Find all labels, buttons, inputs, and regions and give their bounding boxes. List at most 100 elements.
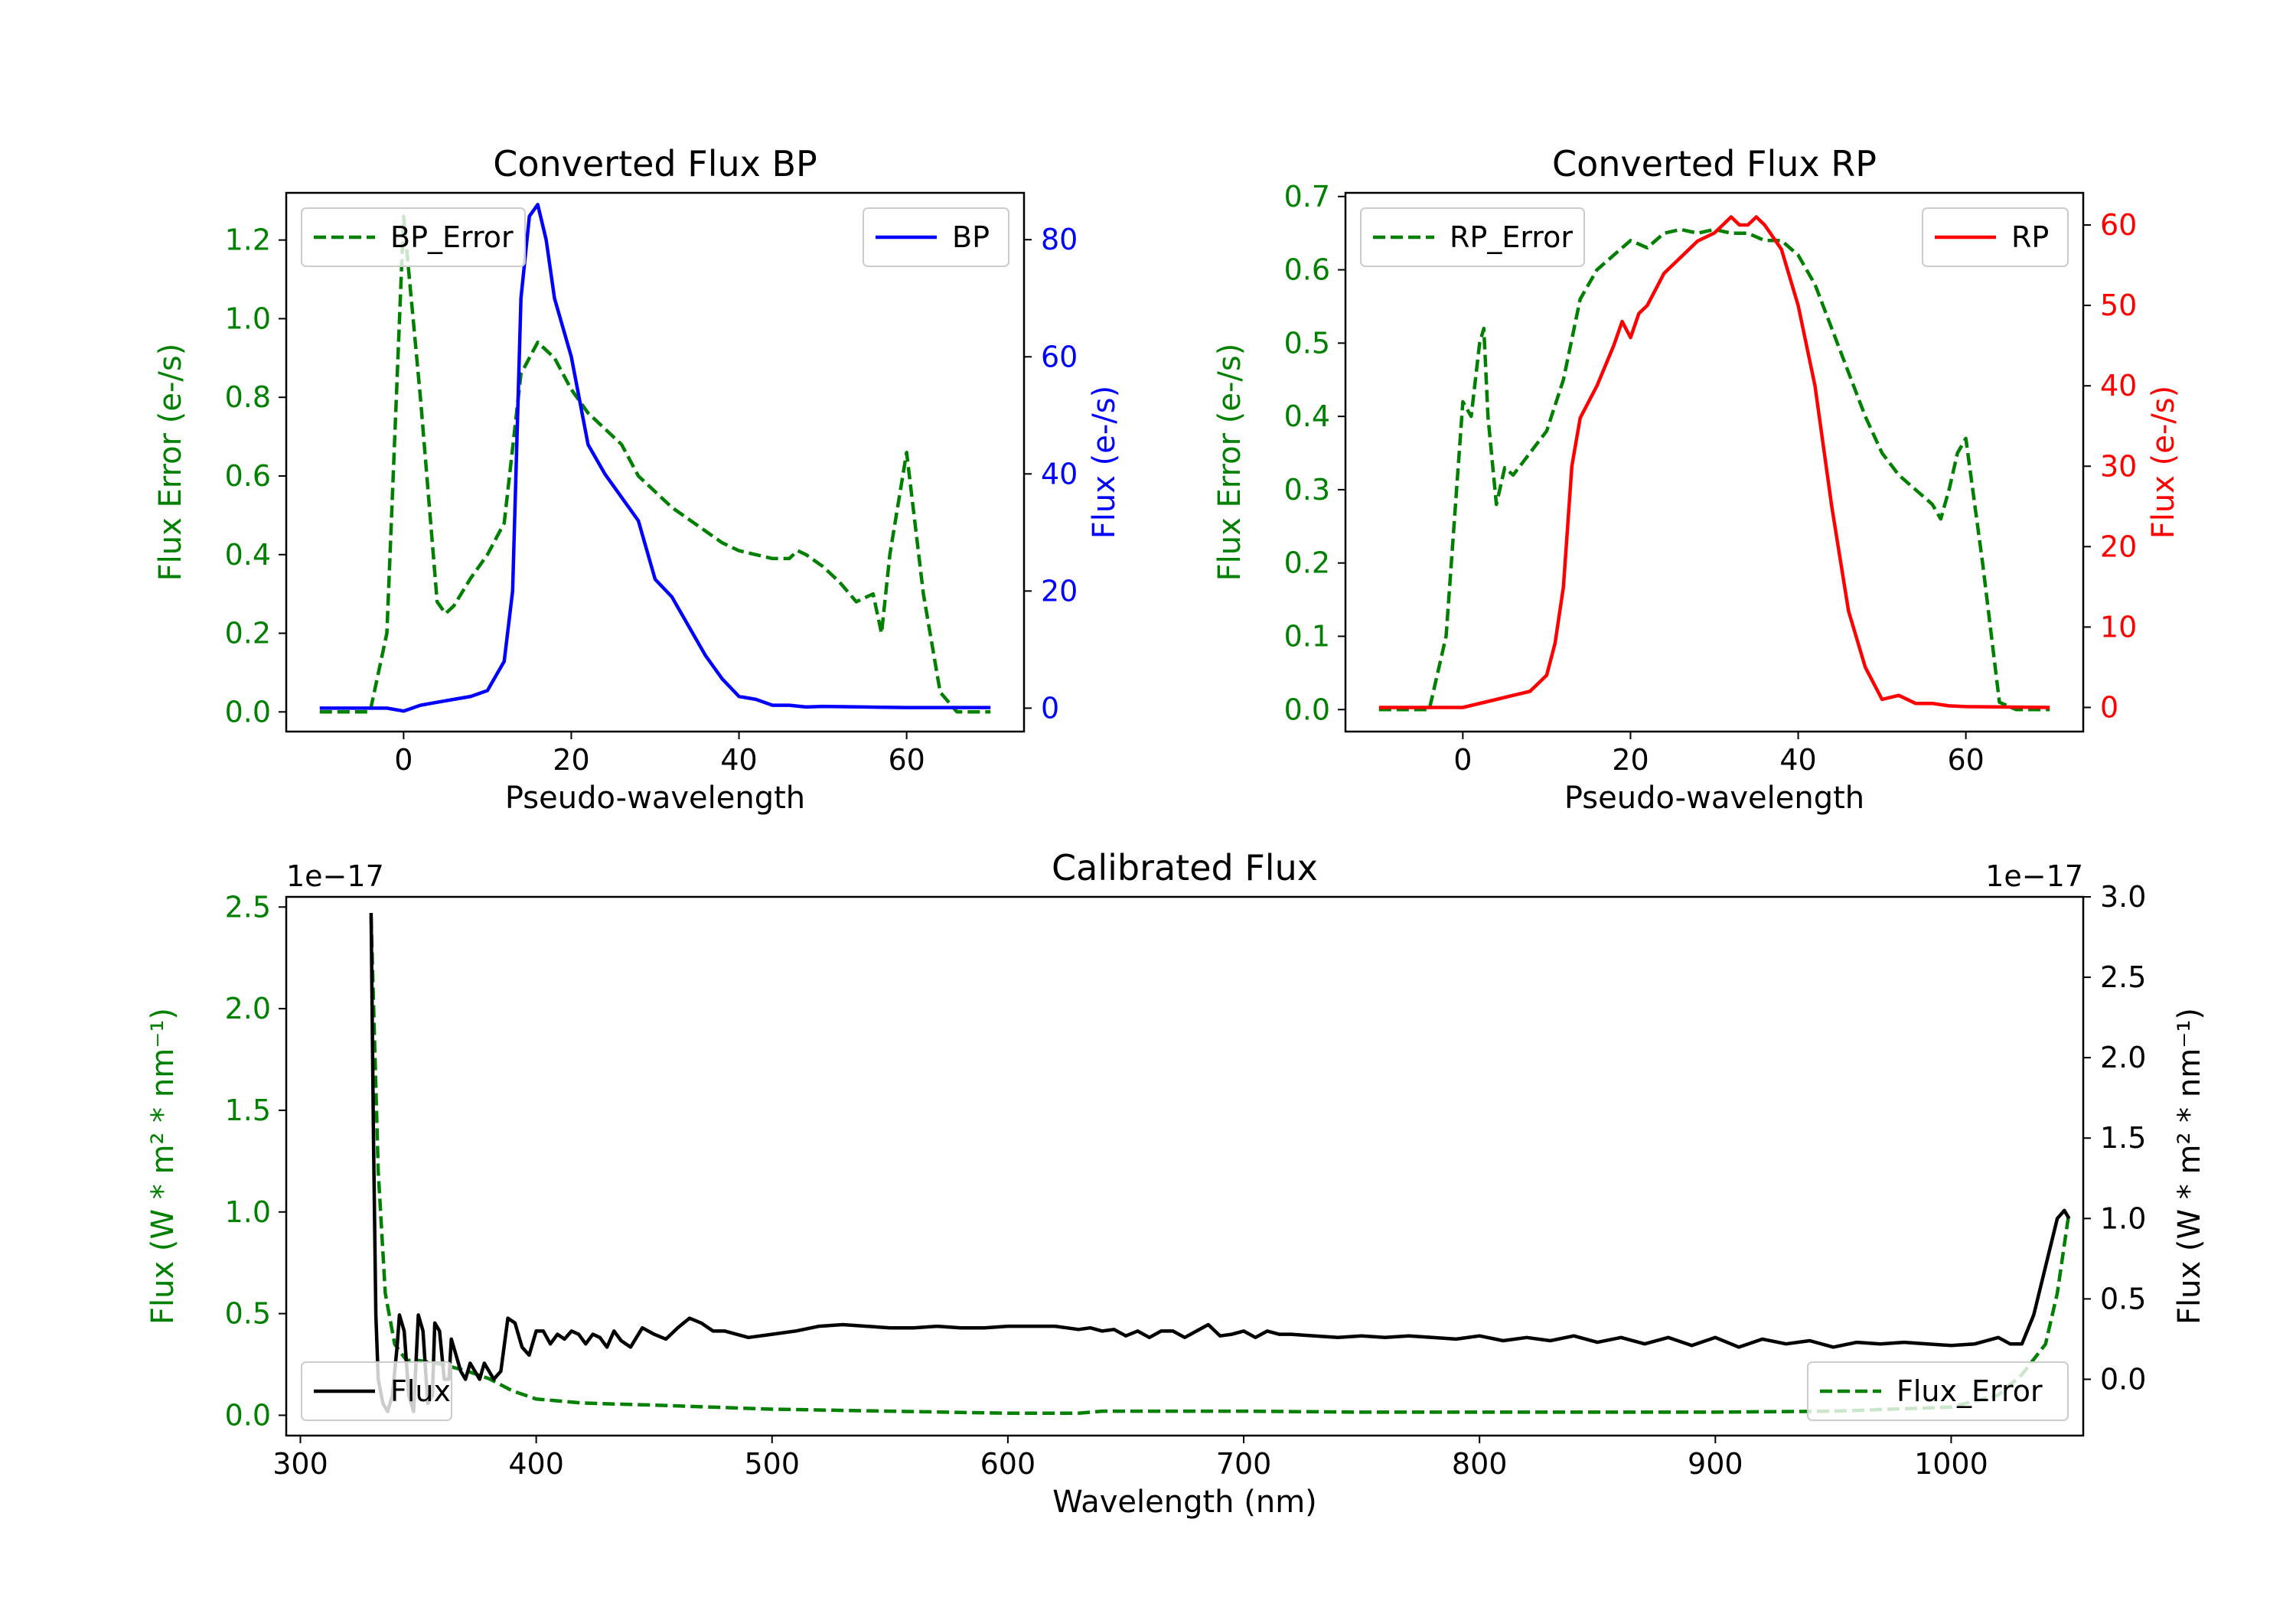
legend-flux-error: Flux_Error — [1807, 1361, 2069, 1421]
y-left-tick-label: 1.0 — [225, 302, 271, 335]
y-right-tick-label: 20 — [1041, 574, 1078, 608]
legend-label: BP_Error — [390, 220, 514, 254]
y-right-tick-label: 3.0 — [2100, 880, 2146, 914]
x-tick-label: 300 — [272, 1447, 328, 1481]
x-tick-label: 60 — [888, 743, 925, 777]
y-right-tick-label: 60 — [1041, 340, 1078, 373]
y-right-tick-label: 40 — [1041, 457, 1078, 491]
y-right-tick-label: 80 — [1041, 223, 1078, 256]
series-group — [1378, 215, 2050, 712]
y-left-tick-label: 0.6 — [225, 459, 271, 493]
series-line-rp-error — [1378, 227, 2050, 712]
x-tick-label: 0 — [394, 743, 413, 777]
series-line-flux — [369, 912, 2071, 1413]
legend-bp-error: BP_Error — [301, 207, 526, 267]
chart-title: Converted Flux RP — [1552, 143, 1877, 184]
y-right-tick-label: 0 — [2100, 690, 2118, 724]
y-right-tick-label: 0.5 — [2100, 1282, 2146, 1315]
legend-label: RP — [2011, 220, 2049, 254]
legend-box — [301, 1361, 452, 1421]
y-right-tick-label: 20 — [2100, 530, 2137, 563]
y-left-tick-label: 2.5 — [225, 890, 271, 924]
y-left-tick-label: 0.1 — [1284, 619, 1330, 653]
series-line-bp-error — [319, 214, 991, 714]
y-left-tick-label: 0.0 — [225, 695, 271, 729]
x-axis-label: Pseudo-wavelength — [505, 781, 805, 816]
x-tick-label: 20 — [553, 743, 589, 777]
y-left-tick-label: 2.0 — [225, 992, 271, 1025]
y-left-tick-label: 0.7 — [1284, 180, 1330, 214]
y-left-axis-label: Flux (W * m² * nm⁻¹) — [145, 1008, 181, 1325]
legend-box — [301, 207, 526, 267]
x-tick-label: 60 — [1947, 743, 1984, 777]
y-left-offset-label: 1e−17 — [286, 859, 384, 893]
y-left-axis-label: Flux Error (e-/s) — [1212, 344, 1247, 582]
x-axis-label: Wavelength (nm) — [1052, 1485, 1317, 1520]
y-right-tick-label: 0 — [1041, 691, 1059, 725]
y-left-tick-label: 1.2 — [225, 223, 271, 257]
legend-bp: BP — [863, 207, 1009, 267]
y-right-tick-label: 40 — [2100, 369, 2137, 403]
series-line-rp — [1378, 215, 2050, 709]
y-left-tick-label: 0.8 — [225, 380, 271, 414]
series-line-bp — [319, 203, 991, 713]
legend-rp: RP — [1922, 207, 2069, 267]
legend-flux: Flux — [301, 1361, 452, 1421]
x-tick-label: 400 — [508, 1447, 564, 1481]
y-right-tick-label: 1.0 — [2100, 1201, 2146, 1235]
y-right-tick-label: 1.5 — [2100, 1121, 2146, 1155]
legend-box — [1360, 207, 1585, 267]
x-tick-label: 500 — [744, 1447, 800, 1481]
y-left-tick-label: 0.4 — [225, 538, 271, 572]
chart-panel-2: Converted Flux RP 0 20 40 60 Pseudo-wavelengt… — [1212, 143, 2181, 816]
x-tick-label: 1000 — [1914, 1447, 1988, 1481]
x-tick-label: 40 — [1779, 743, 1816, 777]
y-left-tick-label: 0.4 — [1284, 399, 1330, 433]
y-right-offset-label: 1e−17 — [1985, 859, 2083, 893]
chart-title: Calibrated Flux — [1052, 847, 1318, 888]
chart-panels: Converted Flux BP 0 20 40 60 Pseudo-wavelengt… — [145, 143, 2207, 1520]
y-left-tick-label: 0.0 — [225, 1398, 271, 1432]
x-tick-label: 700 — [1216, 1447, 1272, 1481]
y-left-tick-label: 0.5 — [225, 1297, 271, 1331]
y-right-axis-label: Flux (W * m² * nm⁻¹) — [2172, 1008, 2207, 1325]
y-left-tick-label: 0.3 — [1284, 473, 1330, 507]
y-right-axis-label: Flux (e-/s) — [2146, 386, 2181, 539]
x-axis-label: Pseudo-wavelength — [1564, 781, 1864, 816]
y-right-tick-label: 10 — [2100, 610, 2137, 644]
y-right-tick-label: 30 — [2100, 449, 2137, 483]
y-left-axis-label: Flux Error (e-/s) — [153, 344, 188, 582]
legend-label: Flux — [390, 1374, 451, 1408]
legend-label: RP_Error — [1450, 220, 1573, 254]
y-left-tick-label: 0.2 — [225, 617, 271, 650]
chart-panel-3: Calibrated Flux 300 400 500 600 700 800 900 1000… — [145, 847, 2207, 1520]
legend-box — [1807, 1361, 2069, 1421]
y-left-tick-label: 0.6 — [1284, 253, 1330, 287]
plot-frame — [1344, 191, 2085, 733]
x-tick-label: 40 — [720, 743, 757, 777]
series-group — [319, 203, 991, 714]
chart-panel-1: Converted Flux BP 0 20 40 60 Pseudo-wavelengt… — [153, 143, 1122, 816]
legend-label: Flux_Error — [1896, 1374, 2043, 1408]
plot-frame — [285, 191, 1026, 733]
chart-title: Converted Flux BP — [493, 143, 817, 184]
y-left-tick-label: 1.5 — [225, 1094, 271, 1127]
y-right-tick-label: 60 — [2100, 208, 2137, 242]
x-tick-label: 900 — [1688, 1447, 1743, 1481]
y-right-tick-label: 0.0 — [2100, 1362, 2146, 1396]
y-left-tick-label: 1.0 — [225, 1195, 271, 1229]
y-right-axis-label: Flux (e-/s) — [1087, 386, 1122, 539]
x-tick-label: 600 — [980, 1447, 1036, 1481]
y-left-tick-label: 0.5 — [1284, 326, 1330, 360]
x-tick-label: 800 — [1452, 1447, 1508, 1481]
legend-rp-error: RP_Error — [1360, 207, 1585, 267]
y-right-tick-label: 2.5 — [2100, 960, 2146, 994]
y-left-tick-label: 0.2 — [1284, 546, 1330, 580]
y-right-tick-label: 50 — [2100, 288, 2137, 322]
plot-frame — [285, 895, 2085, 1437]
legend-label: BP — [952, 220, 990, 254]
y-left-tick-label: 0.0 — [1284, 693, 1330, 726]
x-tick-label: 0 — [1453, 743, 1472, 777]
